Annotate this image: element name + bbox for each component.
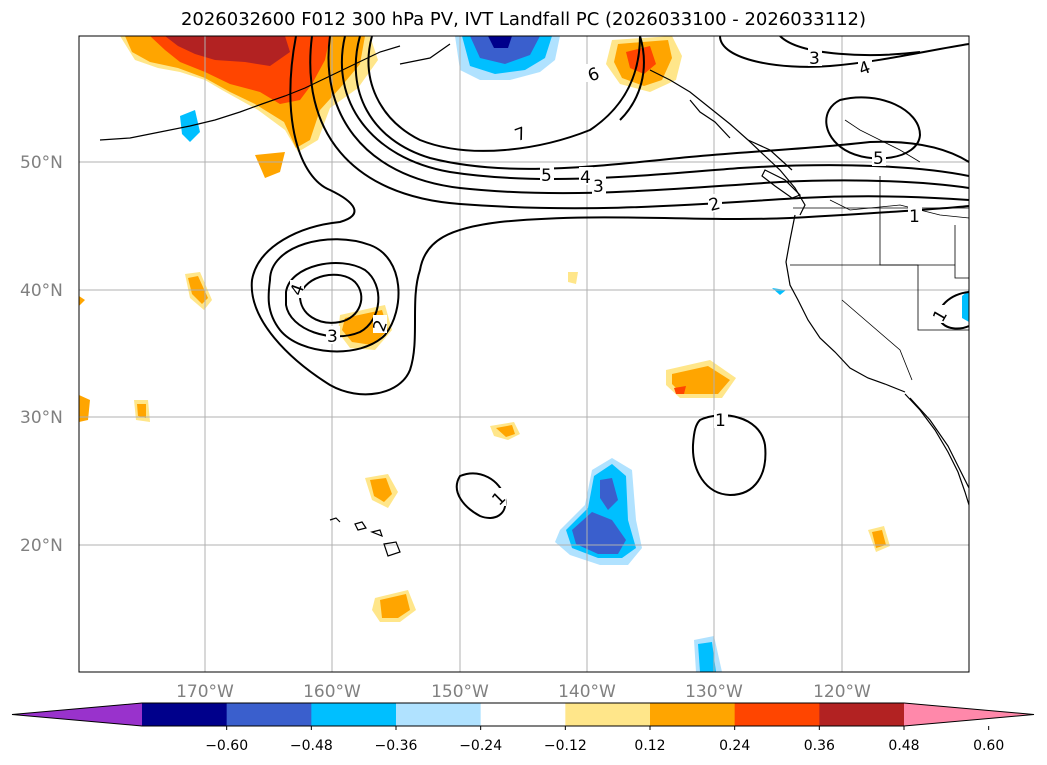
colorbar-segment (142, 703, 228, 726)
svg-text:4: 4 (580, 168, 591, 188)
colorbar-tick-label: −0.60 (205, 738, 248, 754)
colorbar-segment (226, 703, 312, 726)
lon-label: 170°W (176, 682, 234, 702)
svg-text:1: 1 (909, 207, 920, 227)
colorbar-extend-high (904, 703, 1034, 726)
colorbar-extend-low (12, 703, 142, 726)
contour-labels: 4 3 2 6 7 5 4 3 2 1 5 4 3 1 (287, 48, 952, 510)
colorbar-tick-label: −0.12 (544, 738, 587, 754)
colorbar-segment (480, 703, 566, 726)
colorbar-tick-label: −0.24 (459, 738, 502, 754)
svg-text:2: 2 (707, 194, 723, 216)
political-borders (790, 119, 969, 381)
lat-label: 40°N (20, 281, 63, 301)
svg-text:5: 5 (541, 166, 552, 186)
lon-label: 150°W (431, 682, 489, 702)
colorbar-segment (311, 703, 397, 726)
colorbar-outline (11, 702, 1035, 727)
svg-text:3: 3 (809, 49, 820, 69)
colorbar-segment (396, 703, 482, 726)
colorbar-segment (734, 703, 820, 726)
map-frame (78, 35, 970, 673)
svg-text:3: 3 (327, 327, 338, 347)
svg-text:5: 5 (873, 149, 884, 169)
colorbar-tick-label: 0.60 (973, 738, 1004, 754)
colorbar-tick-label: 0.12 (634, 738, 665, 754)
lat-label: 50°N (20, 153, 63, 173)
lat-label: 30°N (20, 408, 63, 428)
svg-text:1: 1 (715, 411, 726, 431)
lon-label: 160°W (303, 682, 361, 702)
lat-label: 20°N (20, 536, 63, 556)
colorbar: −0.60 −0.48 −0.36 −0.24 −0.12 0.12 0.24 0.36 0.4… (11, 702, 1035, 754)
colorbar-segment (650, 703, 736, 726)
colorbar-tick-label: 0.24 (719, 738, 750, 754)
latitude-labels: 50°N 40°N 30°N 20°N (20, 153, 63, 556)
lon-label: 130°W (685, 682, 743, 702)
colorbar-tick-label: −0.48 (290, 738, 333, 754)
svg-text:3: 3 (593, 177, 604, 197)
colorbar-segment (565, 703, 651, 726)
anomaly-fills (79, 36, 969, 672)
lon-label: 140°W (558, 682, 616, 702)
colorbar-segment (819, 703, 905, 726)
longitude-labels: 170°W 160°W 150°W 140°W 130°W 120°W (176, 682, 871, 702)
colorbar-tick-label: 0.48 (888, 738, 919, 754)
gridlines (79, 36, 969, 672)
map-title: 2026032600 F012 300 hPa PV, IVT Landfall… (180, 9, 867, 30)
colorbar-tick-label: −0.36 (375, 738, 418, 754)
lon-label: 120°W (813, 682, 871, 702)
colorbar-tick-label: 0.36 (804, 738, 835, 754)
